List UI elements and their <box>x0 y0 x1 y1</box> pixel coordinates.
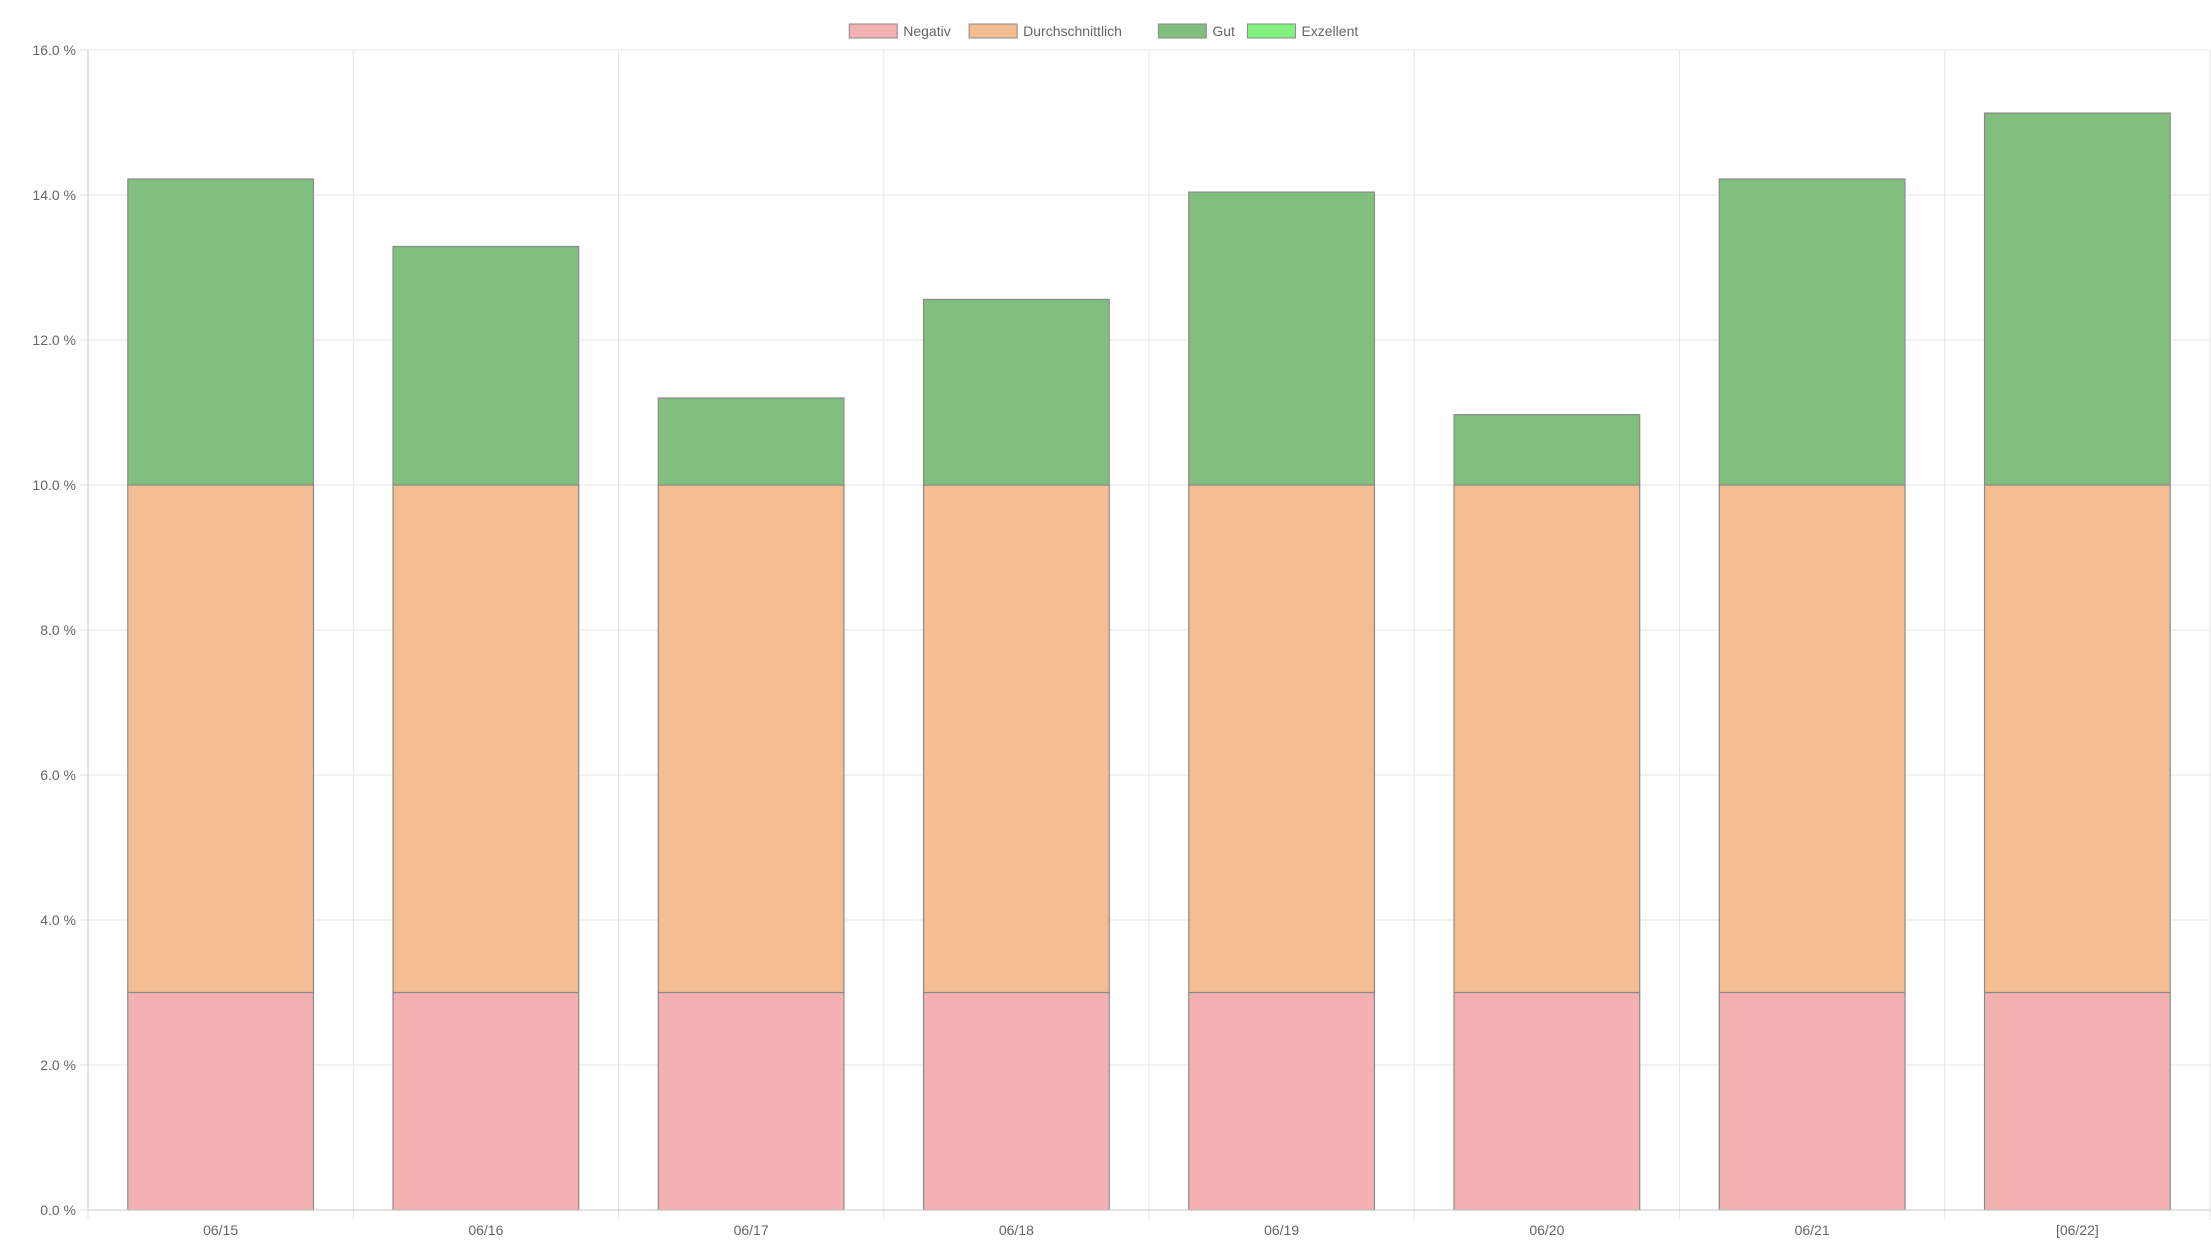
bar-gut-0[interactable] <box>127 178 315 486</box>
bar-negativ-2[interactable] <box>657 991 845 1211</box>
bar-durchschnittlich-1[interactable] <box>392 484 580 994</box>
bar-gut-1[interactable] <box>392 245 580 486</box>
y-tick-label: 4.0 % <box>40 912 76 928</box>
legend-swatch <box>1157 23 1207 39</box>
y-tick-label: 2.0 % <box>40 1057 76 1073</box>
y-tick-label: 6.0 % <box>40 767 76 783</box>
bar-durchschnittlich-2[interactable] <box>657 484 845 994</box>
bar-negativ-0[interactable] <box>127 991 315 1211</box>
x-tick-label: 06/15 <box>203 1222 238 1238</box>
bar-negativ-7[interactable] <box>1983 991 2171 1211</box>
bar-durchschnittlich-4[interactable] <box>1188 484 1376 994</box>
bar-durchschnittlich-5[interactable] <box>1453 484 1641 994</box>
bar-durchschnittlich-3[interactable] <box>922 484 1110 994</box>
legend-label: Gut <box>1212 23 1235 39</box>
y-tick-label: 14.0 % <box>32 187 76 203</box>
bar-durchschnittlich-6[interactable] <box>1718 484 1906 994</box>
legend-label: Exzellent <box>1301 23 1358 39</box>
bar-durchschnittlich-7[interactable] <box>1983 484 2171 994</box>
legend-item-durchschnittlich[interactable]: Durchschnittlich <box>968 23 1122 39</box>
legend-swatch <box>848 23 898 39</box>
bars-layer <box>127 112 2171 1211</box>
y-tick-label: 0.0 % <box>40 1202 76 1218</box>
bar-durchschnittlich-0[interactable] <box>127 484 315 994</box>
bar-gut-2[interactable] <box>657 397 845 486</box>
bar-negativ-4[interactable] <box>1188 991 1376 1211</box>
bar-gut-5[interactable] <box>1453 414 1641 486</box>
bar-negativ-3[interactable] <box>922 991 1110 1211</box>
x-tick-label: 06/21 <box>1795 1222 1830 1238</box>
legend-item-negativ[interactable]: Negativ <box>848 23 951 39</box>
x-tick-label: [06/22] <box>2056 1222 2099 1238</box>
legend-label: Negativ <box>903 23 950 39</box>
x-tick-label: 06/16 <box>468 1222 503 1238</box>
legend-label: Durchschnittlich <box>1023 23 1122 39</box>
legend-swatch <box>1246 23 1296 39</box>
x-tick-label: 06/20 <box>1529 1222 1564 1238</box>
bar-negativ-5[interactable] <box>1453 991 1641 1211</box>
legend-item-exzellent[interactable]: Exzellent <box>1246 23 1358 39</box>
bar-gut-6[interactable] <box>1718 178 1906 486</box>
y-tick-label: 8.0 % <box>40 622 76 638</box>
axes-layer: 0.0 % 2.0 % 4.0 % 6.0 % 8.0 % 10.0 % 12.0 % 14.… <box>32 42 2210 1238</box>
x-tick-label: 06/18 <box>999 1222 1034 1238</box>
bar-negativ-6[interactable] <box>1718 991 1906 1211</box>
bar-gut-7[interactable] <box>1983 112 2171 486</box>
y-tick-label: 12.0 % <box>32 332 76 348</box>
x-tick-label: 06/19 <box>1264 1222 1299 1238</box>
bar-gut-4[interactable] <box>1188 191 1376 486</box>
y-tick-label: 10.0 % <box>32 477 76 493</box>
legend-swatch <box>968 23 1018 39</box>
y-tick-label: 16.0 % <box>32 42 76 58</box>
legend-item-gut[interactable]: Gut <box>1157 23 1235 39</box>
x-tick-label: 06/17 <box>734 1222 769 1238</box>
legend[interactable]: Negativ Durchschnittlich Gut Exzellent <box>848 23 1358 39</box>
bar-negativ-1[interactable] <box>392 991 580 1211</box>
bar-gut-3[interactable] <box>922 298 1110 486</box>
